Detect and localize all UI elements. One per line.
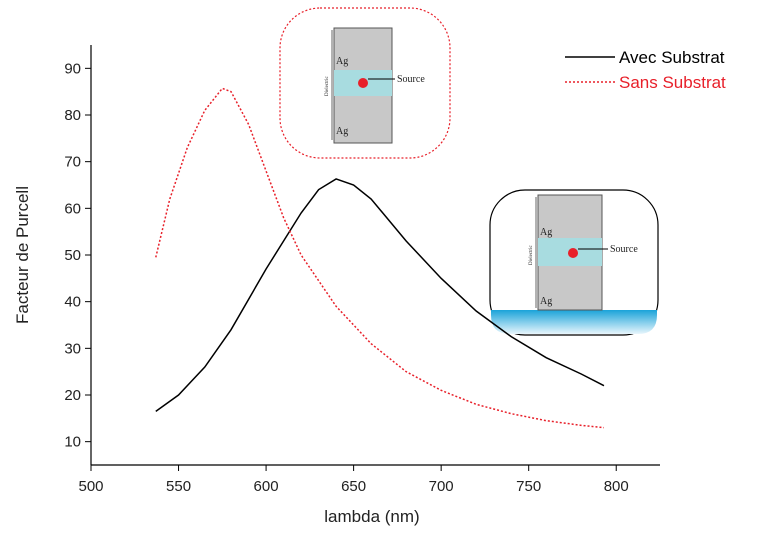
y-axis-label: Facteur de Purcell — [13, 186, 32, 324]
source-dot — [568, 248, 578, 258]
inset-substrate: Ag Ag Source Dielectric — [489, 189, 659, 336]
x-tick-label: 550 — [166, 478, 191, 495]
x-tick-label: 700 — [429, 478, 454, 495]
inset-no-substrate: Ag Ag Source Dielectric — [279, 7, 451, 159]
inset-label: Ag — [336, 56, 348, 67]
inset-label: Ag — [336, 126, 348, 137]
x-tick-label: 750 — [516, 478, 541, 495]
y-tick-label: 40 — [64, 294, 81, 311]
x-tick-label: 500 — [78, 478, 103, 495]
y-tick-label: 30 — [64, 340, 81, 357]
inset-label: Ag — [540, 227, 552, 238]
series-line — [155, 178, 605, 412]
source-dot — [358, 78, 368, 88]
legend-label: Sans Substrat — [619, 73, 726, 92]
inset-label: Ag — [540, 296, 552, 307]
y-tick-label: 80 — [64, 107, 81, 124]
x-tick-label: 600 — [254, 478, 279, 495]
y-tick-label: 70 — [64, 154, 81, 171]
y-tick-label: 60 — [64, 200, 81, 217]
y-tick-label: 90 — [64, 60, 81, 77]
legend-label: Avec Substrat — [619, 48, 725, 67]
substrate — [491, 310, 657, 334]
inset-label: Source — [610, 244, 638, 255]
y-tick-label: 10 — [64, 434, 81, 451]
y-tick-label: 50 — [64, 247, 81, 264]
inset-label: Source — [397, 74, 425, 85]
x-tick-label: 650 — [341, 478, 366, 495]
inset-label: Dielectric — [529, 245, 534, 265]
x-tick-label: 800 — [604, 478, 629, 495]
x-axis-label: lambda (nm) — [324, 507, 419, 526]
y-tick-label: 20 — [64, 387, 81, 404]
inset-label: Dielectric — [325, 76, 330, 96]
